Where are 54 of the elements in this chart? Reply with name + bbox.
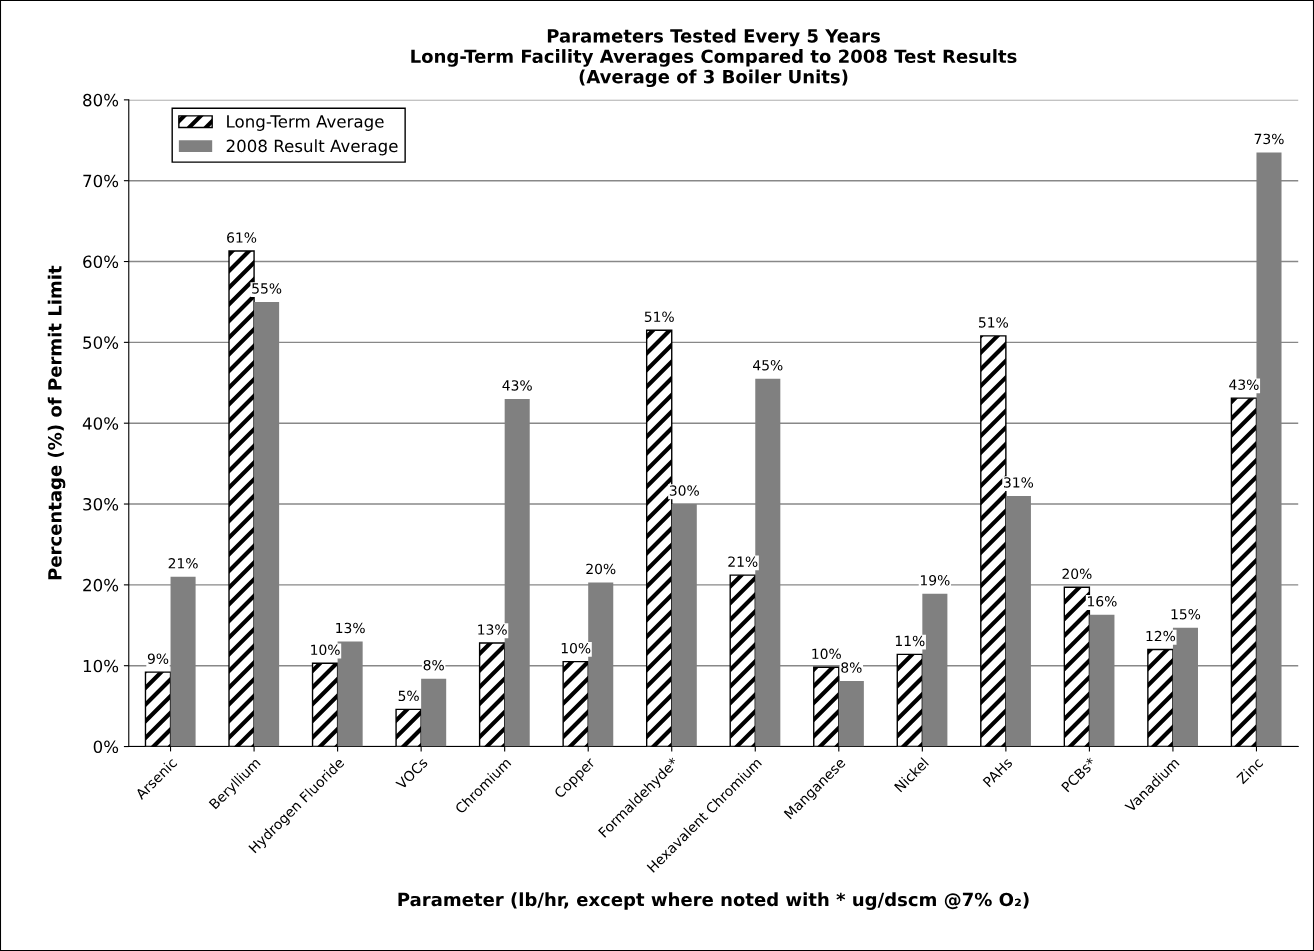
bar	[562, 660, 589, 747]
bar	[395, 708, 422, 747]
bar	[311, 662, 339, 747]
bar	[1147, 648, 1174, 747]
data-label: 51%	[644, 311, 674, 322]
data-label: 10%	[561, 642, 591, 654]
legend-label: Long-Term Average	[227, 115, 384, 131]
data-label: 5%	[398, 690, 419, 702]
data-label: 12%	[1146, 630, 1176, 642]
data-label: 13%	[478, 624, 507, 635]
data-label: 8%	[841, 662, 862, 673]
bar	[729, 574, 756, 747]
data-label: 73%	[1254, 133, 1284, 145]
data-label: 15%	[1171, 608, 1201, 620]
data-label: 8%	[423, 659, 444, 671]
bar	[1230, 397, 1258, 747]
data-label: 43%	[1229, 379, 1259, 390]
data-label: 21%	[728, 556, 758, 567]
chart-title: Parameters Tested Every 5 Years Long-Term Facility Averages Compared to 2008 Test Results (Average of 3 Boiler Units)	[411, 28, 1017, 88]
data-label: 11%	[895, 635, 925, 647]
bar	[478, 642, 506, 747]
data-label: 13%	[336, 622, 365, 634]
y-tick-label: 40%	[82, 417, 119, 430]
data-label: 45%	[753, 359, 783, 371]
data-label: 9%	[147, 653, 169, 664]
bar	[144, 671, 172, 747]
y-axis-title: Percentage (%) of Permit Limit	[47, 265, 66, 580]
data-label: 43%	[502, 380, 532, 391]
bar	[421, 678, 447, 747]
data-label: 10%	[812, 648, 841, 660]
data-label: 31%	[1004, 477, 1034, 488]
bar	[813, 666, 840, 747]
x-axis-title: Parameter (lb/hr, except where noted with * ug/dscm @7% O₂)	[398, 892, 1029, 910]
data-label: 19%	[920, 575, 950, 586]
legend-label: 2008 Result Average	[226, 139, 398, 156]
data-label: 61%	[227, 232, 257, 243]
data-label: 20%	[1062, 568, 1092, 580]
data-label: 20%	[586, 563, 616, 575]
y-tick-label: 50%	[83, 336, 119, 349]
data-label: 21%	[168, 558, 198, 569]
y-tick-label: 80%	[83, 93, 119, 107]
y-tick-label: 0%	[93, 740, 119, 754]
data-label: 10%	[311, 644, 340, 656]
y-tick-label: 10%	[83, 659, 119, 673]
data-label: 55%	[252, 283, 282, 294]
bar	[896, 653, 924, 747]
y-tick-label: 20%	[83, 578, 119, 592]
data-label: 30%	[669, 485, 699, 496]
y-tick-label: 70%	[83, 174, 119, 188]
y-tick-label: 60%	[83, 255, 119, 269]
data-label: 16%	[1088, 596, 1117, 607]
bar	[838, 681, 864, 747]
y-tick-label: 30%	[83, 497, 119, 511]
data-label: 51%	[978, 317, 1009, 328]
